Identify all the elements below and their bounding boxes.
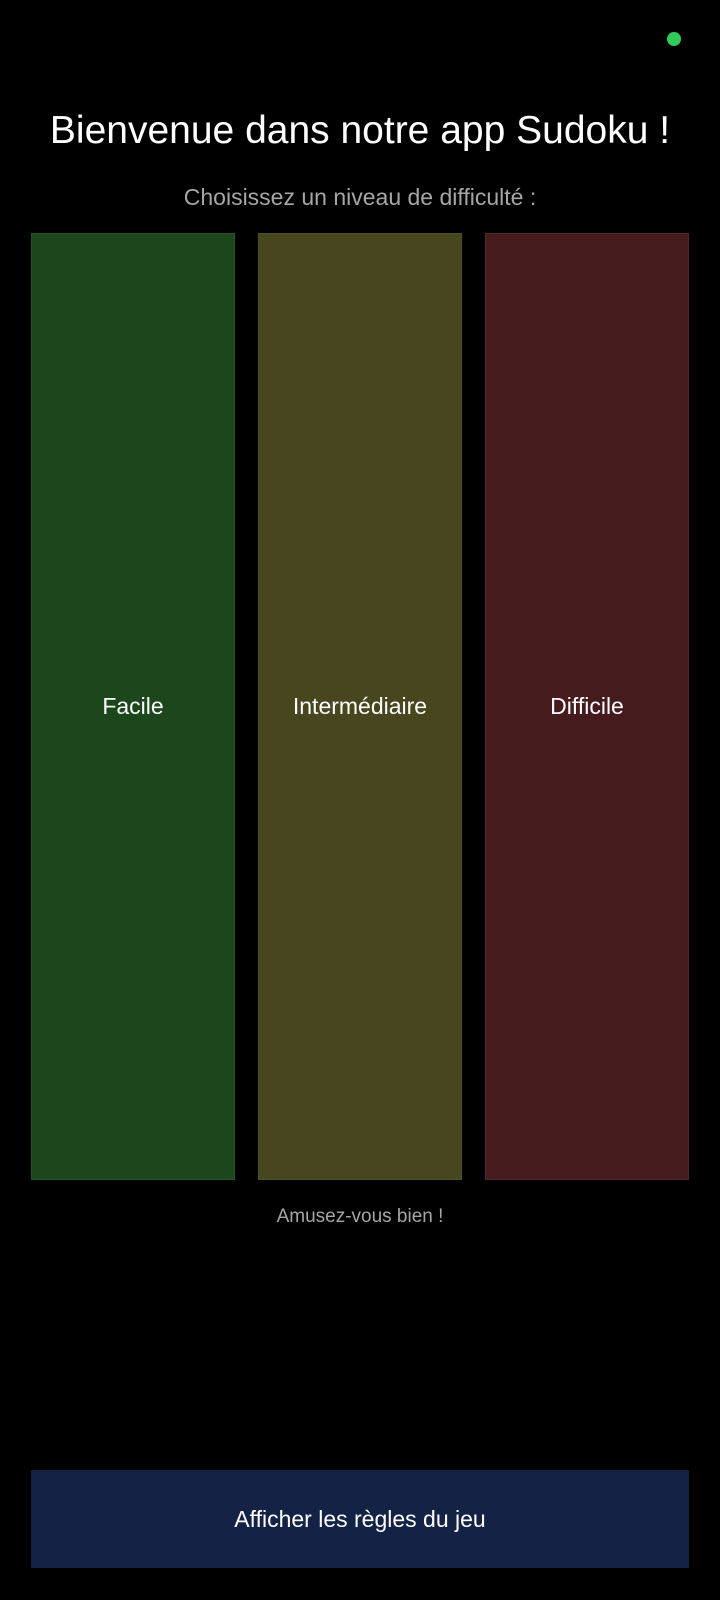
level-easy-label: Facile [102,693,164,719]
show-rules-button[interactable]: Afficher les règles du jeu [31,1470,689,1568]
show-rules-label: Afficher les règles du jeu [234,1505,486,1532]
level-intermediate-label: Intermédiaire [292,693,428,719]
difficulty-options: Facile Intermédiaire Difficile [31,233,689,1180]
status-indicator-dot [667,32,681,46]
level-intermediate-button[interactable]: Intermédiaire [258,233,462,1180]
page-title: Bienvenue dans notre app Sudoku ! [49,109,671,152]
level-easy-button[interactable]: Facile [31,233,235,1180]
footer-message: Amusez-vous bien ! [276,1206,444,1227]
level-hard-button[interactable]: Difficile [485,233,689,1180]
level-hard-label: Difficile [550,693,624,719]
difficulty-prompt: Choisissez un niveau de difficulté : [183,184,537,210]
